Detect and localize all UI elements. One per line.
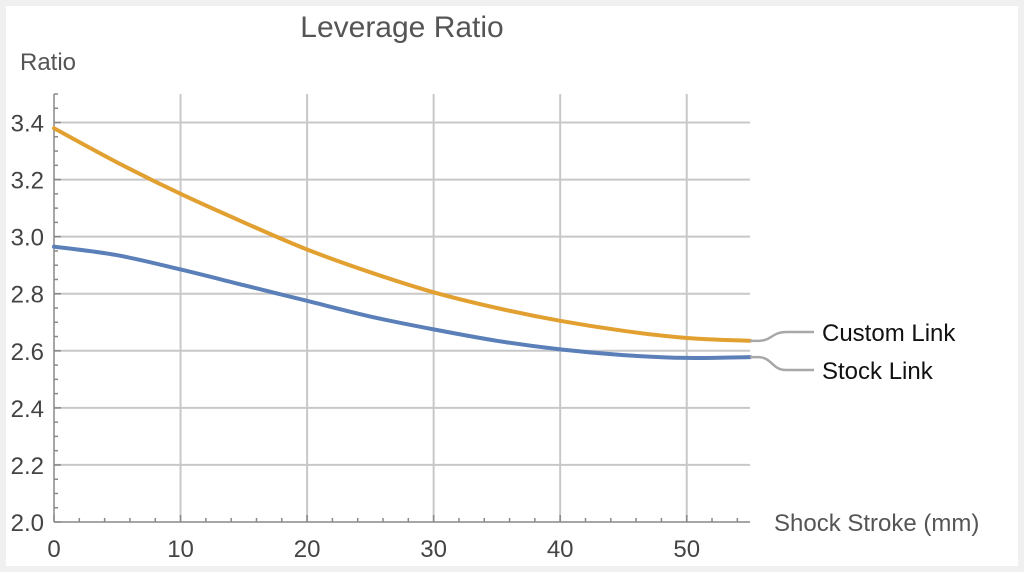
legend: Custom Link Stock Link [750, 320, 956, 385]
y-tick-label: 2.6 [11, 339, 44, 366]
x-tick-label: 20 [294, 536, 321, 563]
legend-label-custom-link: Custom Link [822, 320, 956, 347]
series-line-custom-link [52, 126, 752, 343]
chart-title: Leverage Ratio [300, 11, 503, 44]
y-tick-label: 2.2 [11, 453, 44, 480]
y-tick-label: 2.0 [11, 510, 44, 537]
x-tick-label: 30 [420, 536, 447, 563]
grid [54, 94, 750, 522]
x-tick-label: 50 [673, 536, 700, 563]
y-axis-label: Ratio [20, 49, 76, 76]
legend-leader-stock-link [750, 355, 814, 372]
x-tick-label: 0 [47, 536, 60, 563]
x-tick-label: 40 [547, 536, 574, 563]
tick-labels: 0 10 20 30 40 50 2.0 2.2 2.4 2.6 2.8 3.0 3.2 3.4 [11, 111, 700, 563]
y-tick-label: 2.8 [11, 282, 44, 309]
leverage-ratio-chart: 0 10 20 30 40 50 2.0 2.2 2.4 2.6 2.8 3.0 3.2 3.4 Cust… [11, 11, 980, 563]
x-tick-label: 10 [167, 536, 194, 563]
legend-label-stock-link: Stock Link [822, 358, 934, 385]
legend-leader-custom-link [750, 330, 814, 343]
series-lines [52, 126, 752, 360]
y-tick-label: 2.4 [11, 396, 44, 423]
chart-container: 0 10 20 30 40 50 2.0 2.2 2.4 2.6 2.8 3.0 3.2 3.4 Cust… [6, 6, 1018, 566]
x-axis-label: Shock Stroke (mm) [774, 510, 979, 537]
y-tick-label: 3.2 [11, 168, 44, 195]
y-tick-label: 3.4 [11, 111, 44, 138]
y-tick-label: 3.0 [11, 225, 44, 252]
series-line-stock-link [52, 244, 752, 360]
axes [53, 93, 750, 523]
